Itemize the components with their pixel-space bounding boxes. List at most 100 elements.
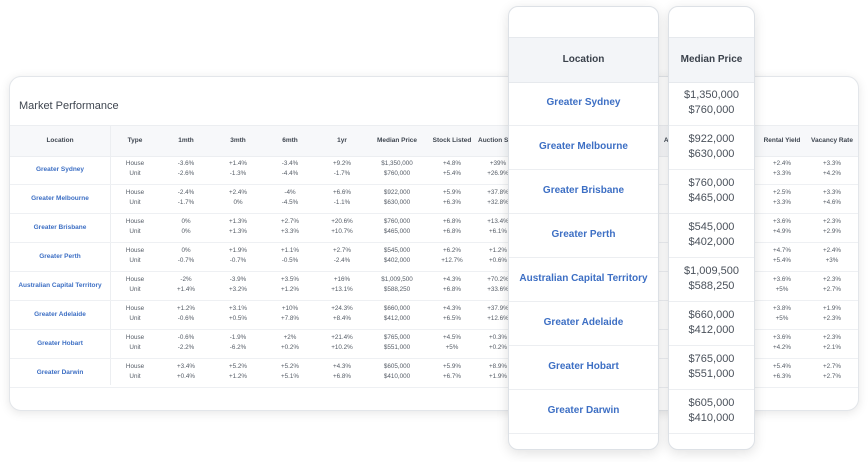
house-cell: House bbox=[125, 160, 145, 167]
price-card-item: $765,000 $551,000 bbox=[669, 345, 754, 390]
location-card-item[interactable]: Greater Melbourne bbox=[509, 125, 658, 170]
house-cell: House bbox=[125, 363, 145, 370]
house-cell: 0% bbox=[181, 218, 191, 225]
table-row[interactable]: Australian Capital Territory House -2% -3.9… bbox=[10, 271, 858, 301]
table-row[interactable]: Greater Melbourne House -2.4% +2.4% -4% +6.6%… bbox=[10, 184, 858, 214]
location-card-header[interactable]: Location bbox=[509, 37, 658, 83]
location-card-item[interactable]: Greater Hobart bbox=[509, 345, 658, 390]
house-cell: +20.6% bbox=[331, 218, 353, 225]
house-cell: +3.3% bbox=[822, 160, 842, 167]
location-card-item[interactable]: Greater Brisbane bbox=[509, 169, 658, 214]
house-cell: +5.4% bbox=[772, 363, 792, 370]
unit-cell: +5.1% bbox=[280, 373, 300, 380]
house-cell: +4.7% bbox=[772, 247, 792, 254]
price-card-item: $922,000 $630,000 bbox=[669, 125, 754, 170]
unit-price: $760,000 bbox=[688, 104, 735, 116]
header-1yr[interactable]: 1yr bbox=[337, 137, 347, 144]
unit-cell: +1.2% bbox=[228, 373, 248, 380]
header-rental-yield[interactable]: Rental Yield bbox=[763, 137, 801, 144]
house-cell: +2.5% bbox=[772, 189, 792, 196]
unit-cell: +33.6% bbox=[487, 286, 509, 293]
house-cell: +2.4% bbox=[228, 189, 248, 196]
house-cell: -4% bbox=[284, 189, 296, 196]
unit-cell: Unit bbox=[129, 199, 141, 206]
unit-cell: +3.2% bbox=[228, 286, 248, 293]
row-location-link[interactable]: Greater Adelaide bbox=[34, 311, 86, 318]
location-card-item[interactable]: Greater Darwin bbox=[509, 389, 658, 434]
house-cell: -3.9% bbox=[229, 276, 247, 283]
price-card-item: $545,000 $402,000 bbox=[669, 213, 754, 258]
house-cell: +4.5% bbox=[442, 334, 462, 341]
table-row[interactable]: Greater Perth House 0% +1.9% +1.1% +2.7% $545,… bbox=[10, 242, 858, 272]
house-price: $1,350,000 bbox=[683, 89, 740, 101]
header-3mth[interactable]: 3mth bbox=[230, 137, 246, 144]
row-location-link[interactable]: Greater Hobart bbox=[37, 340, 83, 347]
row-location-link[interactable]: Australian Capital Territory bbox=[18, 282, 102, 289]
table-row[interactable]: Greater Brisbane House 0% +1.3% +2.7% +20.6% $… bbox=[10, 213, 858, 243]
house-cell: +1.9% bbox=[822, 305, 842, 312]
unit-cell: Unit bbox=[129, 315, 141, 322]
header-vacancy-rate[interactable]: Vacancy Rate bbox=[811, 137, 853, 144]
table-row[interactable]: Greater Hobart House -0.6% -1.9% +2% +21.4% $7… bbox=[10, 329, 858, 359]
unit-cell: -1.7% bbox=[333, 170, 351, 177]
house-cell: -3.6% bbox=[177, 160, 195, 167]
location-card-item[interactable]: Greater Adelaide bbox=[509, 301, 658, 346]
house-cell: +24.3% bbox=[331, 305, 353, 312]
house-cell: +10% bbox=[281, 305, 299, 312]
house-price: $1,009,500 bbox=[683, 265, 740, 277]
row-location-link[interactable]: Greater Brisbane bbox=[33, 224, 87, 231]
unit-cell: $588,250 bbox=[383, 286, 411, 293]
location-card-item[interactable]: Greater Sydney bbox=[509, 81, 658, 126]
table-row[interactable]: Greater Sydney House -3.6% +1.4% -3.4% +9.2% $… bbox=[10, 155, 858, 185]
unit-cell: +4.2% bbox=[772, 344, 792, 351]
house-cell: +1.4% bbox=[228, 160, 248, 167]
house-cell: +2.4% bbox=[822, 247, 842, 254]
location-card-item[interactable]: Greater Perth bbox=[509, 213, 658, 258]
table-row[interactable]: Greater Darwin House +3.4% +5.2% +5.2% +4.3% $… bbox=[10, 358, 858, 388]
header-stock-listed[interactable]: Stock Listed bbox=[432, 137, 472, 144]
unit-cell: +6.8% bbox=[332, 373, 352, 380]
house-cell: +13.4% bbox=[487, 218, 509, 225]
house-cell: +1.2% bbox=[488, 247, 508, 254]
header-1mth[interactable]: 1mth bbox=[178, 137, 194, 144]
house-cell: +2.7% bbox=[822, 363, 842, 370]
row-location-link[interactable]: Greater Sydney bbox=[35, 166, 85, 173]
row-location-link[interactable]: Greater Melbourne bbox=[31, 195, 89, 202]
unit-cell: $760,000 bbox=[383, 170, 411, 177]
house-cell: House bbox=[125, 189, 145, 196]
unit-cell: +0.4% bbox=[176, 373, 196, 380]
unit-cell: +4.2% bbox=[822, 170, 842, 177]
header-type[interactable]: Type bbox=[127, 137, 143, 144]
table-row[interactable]: Greater Adelaide House +1.2% +3.1% +10% +24.3… bbox=[10, 300, 858, 330]
unit-cell: +5.4% bbox=[442, 170, 462, 177]
unit-price: $465,000 bbox=[688, 192, 735, 204]
unit-cell: $465,000 bbox=[383, 228, 411, 235]
header-location[interactable]: Location bbox=[46, 137, 74, 144]
header-6mth[interactable]: 6mth bbox=[282, 137, 298, 144]
unit-cell: +1.3% bbox=[228, 228, 248, 235]
unit-cell: -0.7% bbox=[229, 257, 247, 264]
unit-cell: +0.2% bbox=[280, 344, 300, 351]
house-cell: -0.6% bbox=[177, 334, 195, 341]
unit-cell: -0.7% bbox=[177, 257, 195, 264]
row-location-link[interactable]: Greater Darwin bbox=[36, 369, 84, 376]
house-cell: +1.1% bbox=[280, 247, 300, 254]
location-card-item[interactable]: Australian Capital Territory bbox=[509, 257, 658, 302]
unit-cell: +4.9% bbox=[772, 228, 792, 235]
price-card-item: $660,000 $412,000 bbox=[669, 301, 754, 346]
house-cell: -2% bbox=[180, 276, 192, 283]
unit-cell: +6.1% bbox=[488, 228, 508, 235]
unit-cell: +2.7% bbox=[822, 286, 842, 293]
unit-cell: +13.1% bbox=[331, 286, 353, 293]
unit-cell: +12.6% bbox=[487, 315, 509, 322]
unit-cell: +5% bbox=[775, 286, 789, 293]
price-card-header[interactable]: Median Price bbox=[669, 37, 754, 83]
unit-cell: Unit bbox=[129, 286, 141, 293]
house-cell: +6.8% bbox=[442, 218, 462, 225]
header-median-price[interactable]: Median Price bbox=[376, 137, 418, 144]
unit-cell: +6.3% bbox=[442, 199, 462, 206]
house-cell: +4.3% bbox=[442, 276, 462, 283]
unit-price: $410,000 bbox=[688, 412, 735, 424]
row-location-link[interactable]: Greater Perth bbox=[39, 253, 81, 260]
header-auction[interactable]: Auction Sh bbox=[478, 137, 513, 144]
